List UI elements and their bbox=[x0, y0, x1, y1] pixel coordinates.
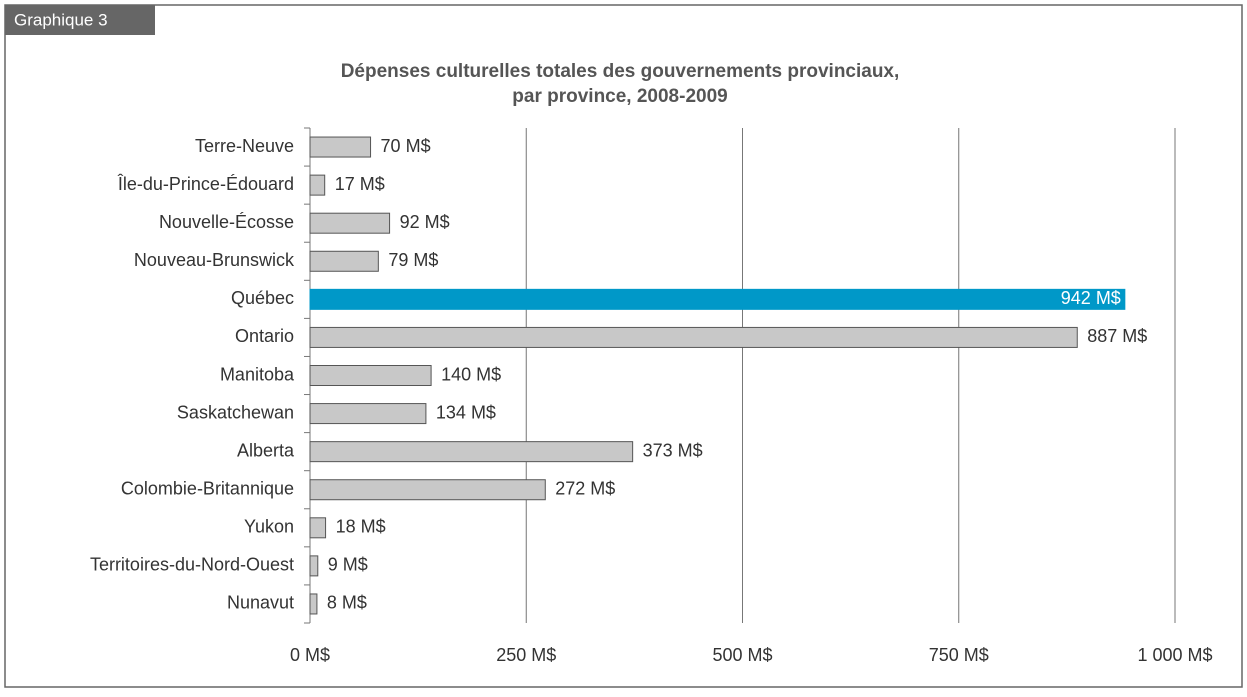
y-tick-label: Manitoba bbox=[220, 364, 295, 384]
bar bbox=[309, 555, 319, 577]
value-label: 373 M$ bbox=[643, 440, 703, 460]
bar bbox=[309, 365, 432, 386]
chart-subtitle: par province, 2008-2009 bbox=[512, 86, 727, 107]
x-tick-label: 0 M$ bbox=[290, 645, 330, 665]
value-label: 942 M$ bbox=[1061, 288, 1121, 308]
bar bbox=[309, 479, 546, 501]
y-tick-label: Colombie-Britannique bbox=[121, 478, 294, 498]
value-label: 140 M$ bbox=[441, 364, 501, 384]
value-label: 134 M$ bbox=[436, 402, 496, 422]
bar bbox=[309, 288, 1126, 310]
y-tick-label: Ontario bbox=[235, 326, 294, 346]
y-tick-label: Nouvelle-Écosse bbox=[159, 212, 294, 232]
y-tick-label: Saskatchewan bbox=[177, 402, 294, 422]
bar bbox=[309, 517, 327, 539]
y-tick-label: Terre-Neuve bbox=[195, 136, 294, 156]
value-label: 9 M$ bbox=[328, 555, 368, 575]
value-label: 18 M$ bbox=[336, 517, 386, 537]
frame bbox=[4, 4, 1243, 688]
x-tick-label: 1 000 M$ bbox=[1137, 645, 1212, 665]
chart-title: Dépenses culturelles totales des gouvern… bbox=[341, 61, 900, 82]
x-tick-label: 500 M$ bbox=[712, 645, 772, 665]
value-label: 17 M$ bbox=[335, 174, 385, 194]
y-tick-label: Nunavut bbox=[227, 593, 294, 613]
value-label: 92 M$ bbox=[400, 212, 450, 232]
bar bbox=[309, 326, 1078, 348]
y-tick-label: Nouveau-Brunswick bbox=[134, 250, 295, 270]
figure-tab bbox=[5, 5, 155, 35]
y-tick-label: Île-du-Prince-Édouard bbox=[117, 174, 294, 194]
y-tick-label: Québec bbox=[231, 288, 294, 308]
bar bbox=[309, 136, 372, 158]
value-label: 8 M$ bbox=[327, 593, 367, 613]
y-tick-label: Territoires-du-Nord-Ouest bbox=[90, 555, 294, 575]
bar bbox=[309, 403, 427, 425]
x-tick-label: 250 M$ bbox=[496, 645, 556, 665]
bar bbox=[309, 593, 318, 615]
value-label: 79 M$ bbox=[388, 250, 438, 270]
figure-label: Graphique 3 bbox=[14, 10, 108, 29]
value-label: 272 M$ bbox=[555, 478, 615, 498]
value-label: 70 M$ bbox=[381, 136, 431, 156]
bar bbox=[309, 250, 379, 272]
y-tick-label: Alberta bbox=[237, 440, 295, 460]
y-tick-label: Yukon bbox=[244, 517, 294, 537]
value-label: 887 M$ bbox=[1087, 326, 1147, 346]
bar bbox=[309, 212, 391, 234]
x-tick-label: 750 M$ bbox=[929, 645, 989, 665]
bar bbox=[309, 174, 326, 196]
bar bbox=[309, 441, 634, 463]
